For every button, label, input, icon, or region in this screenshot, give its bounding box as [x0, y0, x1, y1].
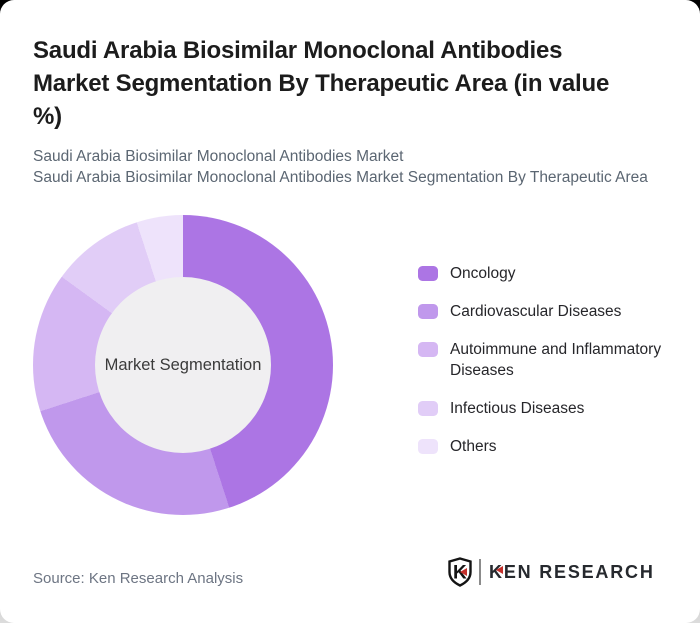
title-line-2: Market Segmentation By Therapeutic Area …: [33, 70, 610, 97]
subtitle-line-1: Saudi Arabia Biosimilar Monoclonal Antib…: [33, 148, 404, 165]
logo-divider: [479, 559, 481, 585]
legend-swatch-icon: [418, 304, 438, 319]
chart-legend: Oncology Cardiovascular Diseases Autoimm…: [418, 263, 680, 457]
legend-swatch-icon: [418, 342, 438, 357]
legend-item-cardiovascular[interactable]: Cardiovascular Diseases: [418, 301, 680, 322]
legend-swatch-icon: [418, 401, 438, 416]
logo-wordmark-k: K: [489, 561, 504, 582]
legend-label: Infectious Diseases: [450, 400, 585, 417]
chart-subtitle: Saudi Arabia Biosimilar Monoclonal Antib…: [33, 146, 660, 188]
legend-swatch-icon: [418, 266, 438, 281]
logo-wordmark-rest: EN RESEARCH: [503, 561, 655, 582]
legend-item-oncology[interactable]: Oncology: [418, 263, 680, 284]
legend-swatch-icon: [418, 439, 438, 454]
legend-label: Oncology: [450, 265, 516, 282]
legend-label: Cardiovascular Diseases: [450, 303, 622, 320]
legend-item-others[interactable]: Others: [418, 436, 680, 457]
logo-wordmark: KEN RESEARCH: [489, 562, 655, 583]
legend-label: Autoimmune and Inflammatory Diseases: [450, 341, 662, 379]
ken-research-shield-icon: K: [448, 557, 472, 587]
source-note: Source: Ken Research Analysis: [33, 570, 244, 587]
donut-center-label: Market Segmentation: [104, 355, 262, 374]
title-line-1: Saudi Arabia Biosimilar Monoclonal Antib…: [33, 37, 563, 64]
legend-label: Others: [450, 438, 497, 455]
page-title: Saudi Arabia Biosimilar Monoclonal Antib…: [33, 34, 660, 133]
svg-text:K: K: [453, 563, 467, 584]
donut-center: Market Segmentation: [95, 277, 271, 453]
subtitle-line-2: Saudi Arabia Biosimilar Monoclonal Antib…: [33, 169, 648, 186]
legend-item-infectious[interactable]: Infectious Diseases: [418, 398, 680, 419]
ken-research-logo: K KEN RESEARCH: [448, 557, 655, 587]
legend-item-autoimmune[interactable]: Autoimmune and Inflammatory Diseases: [418, 339, 680, 381]
donut-chart[interactable]: Market Segmentation: [33, 215, 333, 515]
title-line-3: %): [33, 103, 62, 130]
